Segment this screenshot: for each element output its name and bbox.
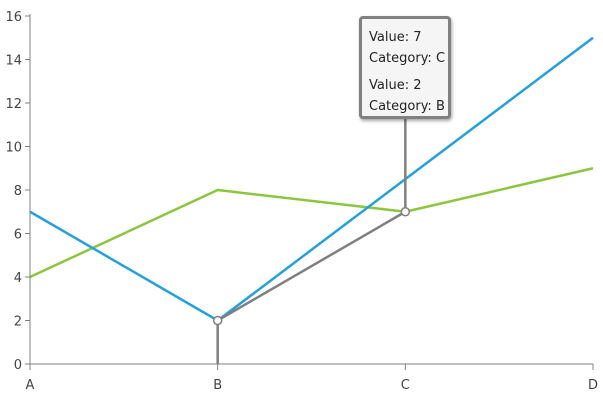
highlight-point-2[interactable] <box>400 207 411 217</box>
tooltip-value-1: Value: 7 <box>369 30 422 45</box>
tooltip: Value: 7 Category: C Value: 2 Category: … <box>359 16 451 119</box>
x-tick-label: B <box>213 378 222 393</box>
y-tick-label: 2 <box>14 315 22 330</box>
y-tick-label: 14 <box>5 54 22 69</box>
series-line-1 <box>29 36 594 322</box>
y-tick-label: 6 <box>14 228 22 243</box>
series-line-3 <box>217 210 406 322</box>
y-tick-label: 4 <box>14 271 22 286</box>
tooltip-category-1: Category: C <box>369 51 446 66</box>
y-tick-label: 0 <box>14 358 22 373</box>
highlight-point-1[interactable] <box>212 315 223 326</box>
y-tick-label: 12 <box>5 97 22 112</box>
y-tick-label: 8 <box>14 184 22 199</box>
x-tick-label: D <box>588 378 598 393</box>
y-tick-label: 16 <box>5 10 22 25</box>
x-tick-label: A <box>26 378 35 393</box>
tooltip-category-2: Category: B <box>369 99 445 114</box>
y-tick-label: 10 <box>5 141 22 156</box>
series-line-2 <box>29 167 594 279</box>
x-tick-label: C <box>401 378 410 393</box>
tooltip-value-2: Value: 2 <box>369 78 422 93</box>
